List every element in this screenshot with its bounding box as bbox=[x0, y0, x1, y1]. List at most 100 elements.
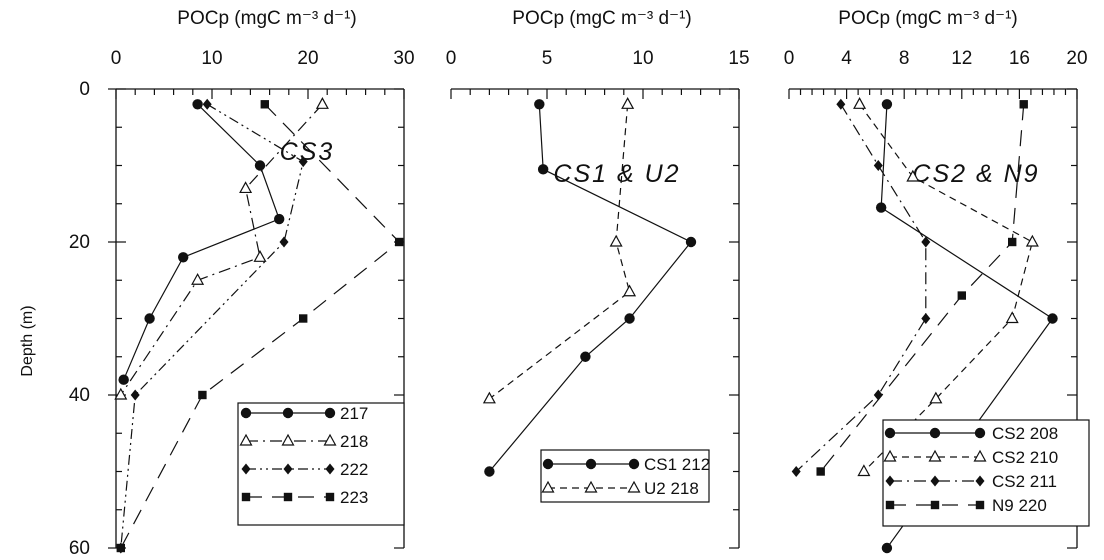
legend-swatch-marker bbox=[883, 449, 897, 462]
legend-swatch-marker bbox=[584, 480, 598, 493]
legend-box bbox=[540, 449, 710, 503]
series-line bbox=[859, 103, 1034, 472]
legend-swatch-marker bbox=[324, 407, 336, 419]
data-point bbox=[1008, 237, 1017, 247]
x-tick-label: 4 bbox=[841, 48, 852, 69]
x-tick-label: 10 bbox=[632, 48, 653, 69]
data-point bbox=[130, 389, 140, 401]
data-point bbox=[921, 236, 931, 248]
legend-label: 223 bbox=[340, 488, 368, 507]
data-point bbox=[685, 236, 697, 248]
legend-swatch-marker bbox=[975, 475, 985, 487]
legend-swatch-marker bbox=[541, 480, 555, 493]
series-line bbox=[120, 103, 323, 396]
series-line bbox=[488, 104, 692, 472]
legend-label: CS2 208 bbox=[992, 424, 1058, 443]
legend-panel-3: CS2 208 CS2 210 CS2 211 N9 220 bbox=[882, 419, 1090, 527]
legend-swatch-marker bbox=[241, 463, 251, 475]
series-line bbox=[123, 103, 280, 380]
panel-3-plot: 0 4 8 12 16 20 bbox=[784, 48, 1088, 554]
data-point bbox=[484, 466, 495, 477]
panel-1-plot: 0 10 20 30 0 20 40 60 bbox=[69, 48, 415, 559]
data-point bbox=[791, 466, 801, 477]
data-point bbox=[274, 213, 285, 225]
data-point bbox=[239, 181, 253, 194]
x-tick-label: 12 bbox=[951, 48, 972, 69]
x-tick-label: 8 bbox=[899, 48, 910, 69]
data-point bbox=[116, 543, 125, 553]
x-tick-label: 15 bbox=[728, 48, 749, 69]
legend-box bbox=[882, 419, 1090, 527]
data-point bbox=[395, 237, 404, 247]
legend-swatch-marker bbox=[885, 500, 895, 510]
data-point bbox=[621, 97, 635, 109]
legend-panel-2: CS1 212 U2 218 bbox=[540, 449, 710, 503]
legend-swatch-marker bbox=[885, 475, 895, 487]
data-point bbox=[192, 99, 203, 110]
data-point bbox=[253, 250, 267, 262]
data-point bbox=[816, 467, 825, 476]
data-point bbox=[279, 236, 289, 248]
legend-swatch-marker bbox=[973, 449, 987, 462]
legend-label: U2 218 bbox=[644, 479, 699, 498]
legend-swatch-marker bbox=[542, 458, 554, 470]
series-line bbox=[795, 103, 927, 472]
panel-label-cs2-n9: CS2 & N9 bbox=[912, 160, 1039, 188]
legend-swatch-marker bbox=[585, 458, 597, 470]
series-line bbox=[489, 104, 631, 400]
data-point bbox=[875, 202, 887, 213]
legend-swatch-marker bbox=[282, 407, 294, 419]
data-point bbox=[534, 99, 545, 110]
legend-panel-1: 217 218 222 223 bbox=[237, 402, 405, 526]
legend-label: 222 bbox=[340, 460, 368, 479]
x-tick-label: 0 bbox=[111, 48, 122, 69]
data-point bbox=[191, 273, 205, 285]
panel-label-cs1-u2: CS1 & U2 bbox=[553, 160, 680, 188]
legend-swatch-marker bbox=[325, 463, 335, 475]
y-tick-label: 20 bbox=[69, 232, 90, 253]
data-point bbox=[853, 97, 867, 109]
data-point bbox=[1019, 100, 1028, 109]
legend-swatch-marker bbox=[929, 427, 941, 439]
data-point bbox=[881, 99, 893, 110]
x-axis-title-panel-3: POCp (mgC m⁻³ d⁻¹) bbox=[838, 8, 1017, 29]
x-tick-label: 20 bbox=[297, 48, 318, 69]
data-point bbox=[298, 156, 308, 168]
legend-swatch-marker bbox=[628, 458, 640, 470]
data-point bbox=[609, 234, 623, 247]
data-point bbox=[1025, 234, 1039, 247]
legend-swatch-marker bbox=[974, 427, 986, 439]
y-tick-label: 40 bbox=[69, 385, 90, 406]
legend-label: CS2 211 bbox=[992, 472, 1057, 491]
data-point bbox=[482, 391, 496, 404]
data-point bbox=[260, 100, 269, 109]
data-point bbox=[623, 284, 637, 297]
x-tick-label: 30 bbox=[393, 48, 414, 69]
data-point bbox=[1005, 311, 1019, 324]
legend-swatch-marker bbox=[241, 492, 251, 502]
legend-swatch-marker bbox=[627, 480, 641, 493]
data-point bbox=[624, 313, 635, 324]
data-point bbox=[114, 387, 128, 400]
panel-2-plot: 0 5 10 15 bbox=[446, 48, 750, 549]
legend-swatch-marker bbox=[323, 433, 337, 446]
data-point bbox=[537, 164, 549, 175]
data-point bbox=[144, 313, 155, 324]
data-point bbox=[202, 98, 212, 110]
x-tick-label: 10 bbox=[201, 48, 222, 69]
data-point bbox=[836, 98, 846, 110]
data-point bbox=[198, 390, 207, 400]
x-tick-label: 0 bbox=[446, 48, 457, 69]
data-point bbox=[857, 464, 871, 477]
y-axis-label: Depth (m) bbox=[19, 305, 36, 376]
data-point bbox=[929, 391, 943, 404]
legend-swatch-marker bbox=[930, 500, 940, 510]
x-tick-label: 0 bbox=[784, 48, 795, 69]
legend-swatch-marker bbox=[930, 475, 940, 487]
legend-swatch-marker bbox=[283, 492, 293, 502]
data-point bbox=[906, 169, 920, 182]
x-tick-label: 20 bbox=[1066, 48, 1087, 69]
legend-swatch-marker bbox=[240, 407, 252, 419]
legend-swatch-marker bbox=[281, 433, 295, 446]
